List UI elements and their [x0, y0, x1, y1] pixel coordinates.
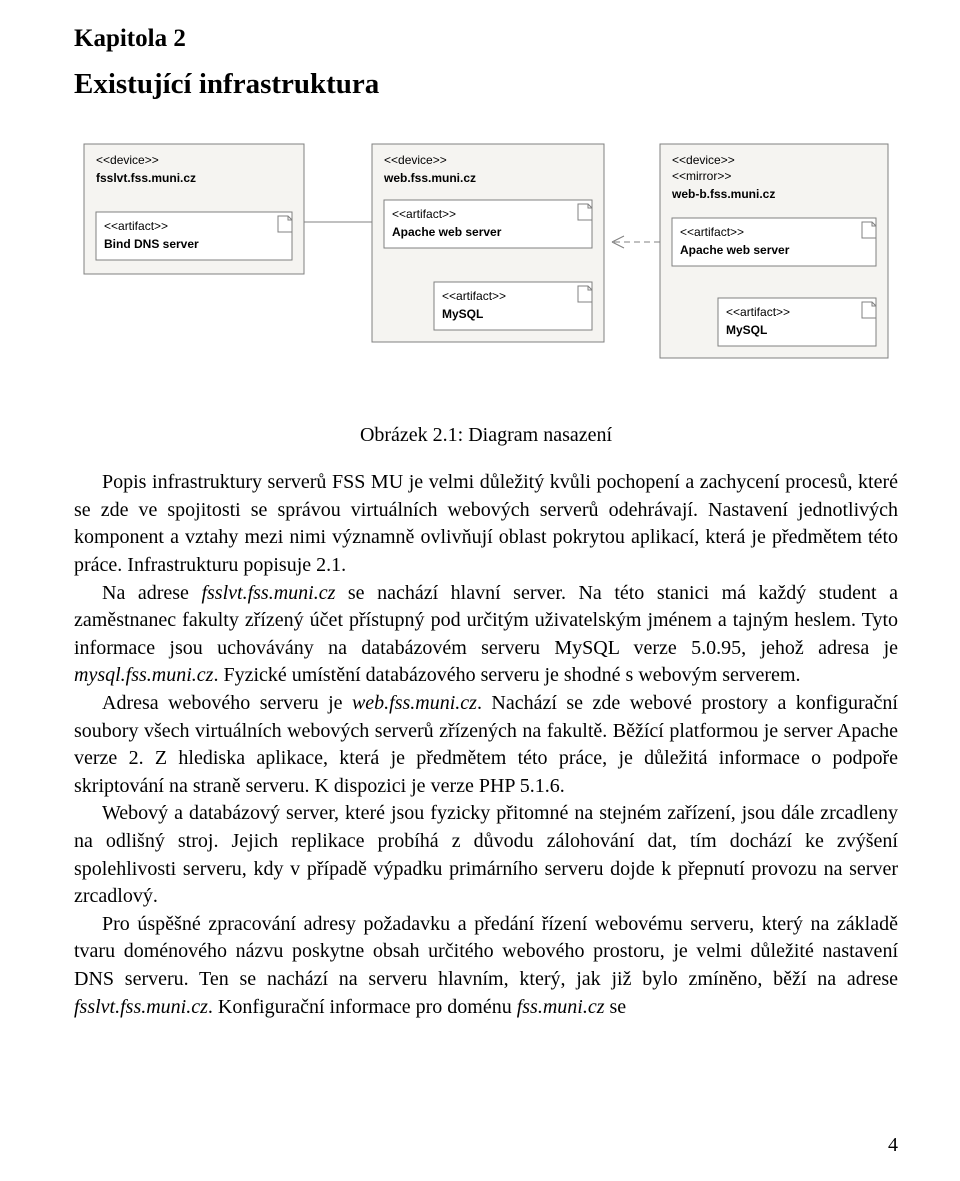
artifact-mysql-b-name: MySQL	[726, 323, 767, 337]
p4-tail: se	[605, 996, 627, 1018]
p1-text-a: Popis infrastruktury serverů FSS MU je v…	[74, 471, 898, 576]
figure-caption: Obrázek 2.1: Diagram nasazení	[74, 424, 898, 447]
paragraph-3: Webový a databázový server, které jsou f…	[74, 800, 898, 910]
artifact-apache-b-name: Apache web server	[680, 243, 790, 257]
chapter-label: Kapitola 2	[74, 24, 898, 54]
p1b-tail: . Fyzické umístění databázového serveru …	[213, 664, 800, 686]
device3-stereotype-1: <<device>>	[672, 153, 735, 167]
page-number: 4	[888, 1134, 898, 1157]
host-fsslvt-2: fsslvt.fss.muni.cz	[74, 996, 208, 1018]
device-node-web-b: <<device>> <<mirror>> web-b.fss.muni.cz …	[660, 144, 888, 358]
artifact-apache-web-stereo: <<artifact>>	[392, 207, 456, 221]
chapter-title: Existující infrastruktura	[74, 66, 898, 102]
host-fssmuni: fss.muni.cz	[517, 996, 605, 1018]
device1-stereotype: <<device>>	[96, 153, 159, 167]
artifact-mysql-web: <<artifact>> MySQL	[434, 282, 592, 330]
paragraph-4: Pro úspěšné zpracování adresy požadavku …	[74, 911, 898, 1021]
page: Kapitola 2 Existující infrastruktura <<d…	[0, 0, 960, 1181]
document-icon	[862, 302, 876, 318]
device-node-fsslvt: <<device>> fsslvt.fss.muni.cz <<artifact…	[84, 144, 304, 274]
paragraph-1: Popis infrastruktury serverů FSS MU je v…	[74, 469, 898, 579]
device3-stereotype-2: <<mirror>>	[672, 169, 731, 183]
device2-name: web.fss.muni.cz	[383, 171, 476, 185]
p4-mid: . Konfigurační informace pro doménu	[208, 996, 517, 1018]
artifact-bind-stereo: <<artifact>>	[104, 219, 168, 233]
artifact-mysql-web-name: MySQL	[442, 307, 483, 321]
body-text: Popis infrastruktury serverů FSS MU je v…	[74, 469, 898, 1021]
p2-prefix: Adresa webového serveru je	[102, 692, 352, 714]
artifact-apache-b-stereo: <<artifact>>	[680, 225, 744, 239]
document-icon	[278, 216, 292, 232]
host-web: web.fss.muni.cz	[352, 692, 477, 714]
paragraph-1b: Na adrese fsslvt.fss.muni.cz se nachází …	[74, 580, 898, 690]
artifact-apache-web: <<artifact>> Apache web server	[384, 200, 592, 248]
p4-prefix: Pro úspěšné zpracování adresy požadavku …	[74, 913, 898, 990]
document-icon	[862, 222, 876, 238]
p1b-prefix: Na adrese	[102, 582, 201, 604]
host-mysql: mysql.fss.muni.cz	[74, 664, 213, 686]
paragraph-2: Adresa webového serveru je web.fss.muni.…	[74, 690, 898, 800]
artifact-bind-name: Bind DNS server	[104, 237, 199, 251]
artifact-mysql-web-b: <<artifact>> MySQL	[718, 298, 876, 346]
document-icon	[578, 286, 592, 302]
artifact-mysql-web-stereo: <<artifact>>	[442, 289, 506, 303]
device-node-web: <<device>> web.fss.muni.cz <<artifact>> …	[372, 144, 604, 342]
device2-stereotype: <<device>>	[384, 153, 447, 167]
artifact-bind-dns: <<artifact>> Bind DNS server	[96, 212, 292, 260]
deployment-diagram: <<device>> fsslvt.fss.muni.cz <<artifact…	[82, 142, 890, 406]
document-icon	[578, 204, 592, 220]
artifact-apache-web-b: <<artifact>> Apache web server	[672, 218, 876, 266]
device1-name: fsslvt.fss.muni.cz	[96, 171, 196, 185]
artifact-apache-web-name: Apache web server	[392, 225, 502, 239]
device3-name: web-b.fss.muni.cz	[671, 187, 775, 201]
diagram-container: <<device>> fsslvt.fss.muni.cz <<artifact…	[74, 142, 898, 406]
edge-dev3-dev2-dependency	[612, 236, 660, 248]
artifact-mysql-b-stereo: <<artifact>>	[726, 305, 790, 319]
host-fsslvt: fsslvt.fss.muni.cz	[201, 582, 335, 604]
